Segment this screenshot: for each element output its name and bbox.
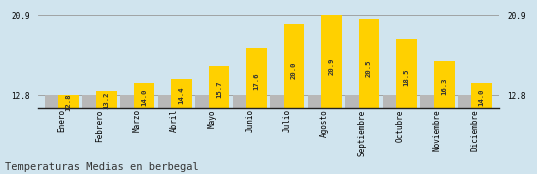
Text: 14.0: 14.0 xyxy=(141,88,147,106)
Text: 17.6: 17.6 xyxy=(253,72,259,90)
Bar xyxy=(383,95,403,108)
Text: 13.2: 13.2 xyxy=(103,92,110,109)
Text: 18.5: 18.5 xyxy=(404,68,410,86)
Text: 20.0: 20.0 xyxy=(291,61,297,79)
Bar xyxy=(434,61,454,108)
Bar xyxy=(246,48,267,108)
Bar xyxy=(59,95,79,108)
Bar xyxy=(284,24,304,108)
Bar xyxy=(345,95,366,108)
Bar xyxy=(471,83,492,108)
Bar xyxy=(308,95,329,108)
Text: 14.4: 14.4 xyxy=(178,86,184,104)
Text: 20.9: 20.9 xyxy=(329,57,335,75)
Bar xyxy=(157,95,178,108)
Bar xyxy=(321,15,342,108)
Text: 16.3: 16.3 xyxy=(441,78,447,95)
Bar xyxy=(120,95,141,108)
Bar xyxy=(458,95,478,108)
Bar xyxy=(83,95,103,108)
Bar xyxy=(195,95,216,108)
Text: 14.0: 14.0 xyxy=(479,88,485,106)
Bar xyxy=(96,91,117,108)
Bar xyxy=(171,79,192,108)
Text: Temperaturas Medias en berbegal: Temperaturas Medias en berbegal xyxy=(5,162,199,172)
Bar xyxy=(420,95,441,108)
Bar xyxy=(233,95,253,108)
Bar xyxy=(134,83,154,108)
Bar xyxy=(396,39,417,108)
Bar xyxy=(359,19,380,108)
Text: 15.7: 15.7 xyxy=(216,81,222,98)
Bar xyxy=(208,66,229,108)
Text: 12.8: 12.8 xyxy=(66,93,72,111)
Bar xyxy=(270,95,291,108)
Bar xyxy=(45,95,66,108)
Text: 20.5: 20.5 xyxy=(366,59,372,77)
